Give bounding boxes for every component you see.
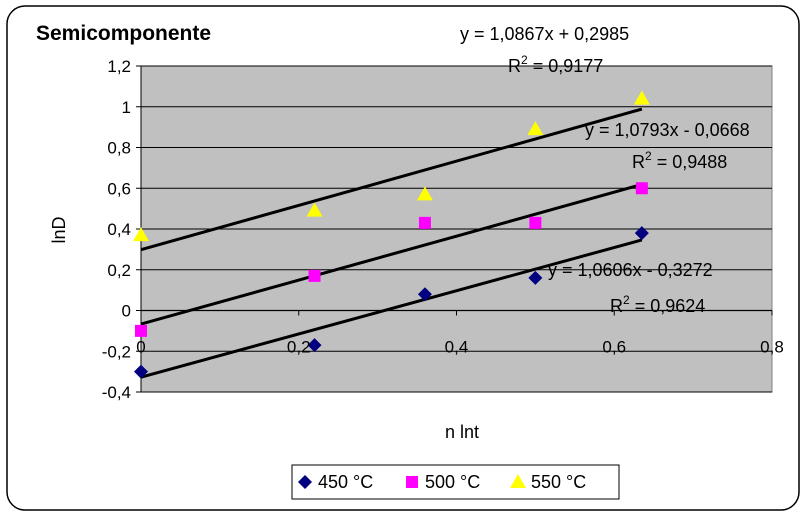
data-point (133, 227, 149, 242)
y-axis-label: lnD (49, 216, 69, 243)
y-tick-label: 0 (122, 302, 131, 321)
x-tick-label: 0,4 (445, 338, 469, 357)
y-tick-label: 0,8 (107, 139, 131, 158)
data-point (510, 474, 526, 488)
data-point (134, 364, 148, 379)
trendline-r-squared: R2 = 0,9488 (632, 149, 727, 172)
data-point (135, 324, 147, 337)
y-tick-label: -0,4 (102, 383, 131, 402)
x-axis-label: n lnt (445, 422, 479, 442)
trendline-r-squared: R2 = 0,9177 (508, 53, 603, 76)
trendline-equation: y = 1,0793x - 0,0668 (585, 120, 750, 140)
tick-labels: -0,4 -0,2 0 0,2 0,4 0,6 0,8 1 1,2 0 0,2 0,4 0,6 0,8 (102, 57, 784, 402)
legend-label: 500 °C (425, 472, 480, 492)
legend-label: 550 °C (531, 472, 586, 492)
trendline-equation: y = 1,0606x - 0,3272 (548, 260, 713, 280)
x-tick-label: 0 (136, 338, 145, 357)
data-point (306, 202, 323, 217)
data-point (416, 186, 433, 201)
trendline-equation: y = 1,0867x + 0,2985 (460, 24, 629, 44)
chart-title: Semicomponente (36, 22, 211, 45)
y-tick-label: 1,2 (107, 57, 131, 76)
trendline (140, 238, 643, 379)
data-point (418, 216, 431, 229)
data-point (527, 121, 544, 136)
data-point (634, 226, 649, 241)
data-point (308, 269, 321, 282)
data-point (528, 270, 543, 285)
trendline-equations: y = 1,0606x - 0,3272 R2 = 0,9624 y = 1,079… (460, 24, 750, 316)
legend-label: 450 °C (318, 472, 373, 492)
trendline-r-squared: R2 = 0,9624 (610, 293, 705, 316)
y-tick-label: 0,6 (107, 179, 131, 198)
y-tick-label: 0,2 (107, 261, 131, 280)
data-point (307, 338, 322, 353)
y-tick-label: 0,4 (107, 220, 131, 239)
data-point (635, 182, 648, 195)
x-tick-label: 0,8 (760, 338, 784, 357)
trendlines (140, 107, 643, 379)
data-markers (133, 90, 650, 379)
y-tick-label: 1 (122, 98, 131, 117)
legend-box (291, 464, 620, 500)
trendline (140, 107, 643, 252)
data-point (298, 475, 312, 489)
y-tick-label: -0,2 (102, 342, 131, 361)
x-tick-label: 0,6 (602, 338, 626, 357)
data-point (406, 476, 418, 488)
data-point (633, 90, 650, 105)
legend: 450 °C 500 °C 550 °C (291, 464, 620, 500)
data-point (529, 216, 542, 229)
x-tick-label: 0,2 (287, 338, 311, 357)
data-point (417, 287, 432, 302)
trendline (140, 183, 643, 326)
